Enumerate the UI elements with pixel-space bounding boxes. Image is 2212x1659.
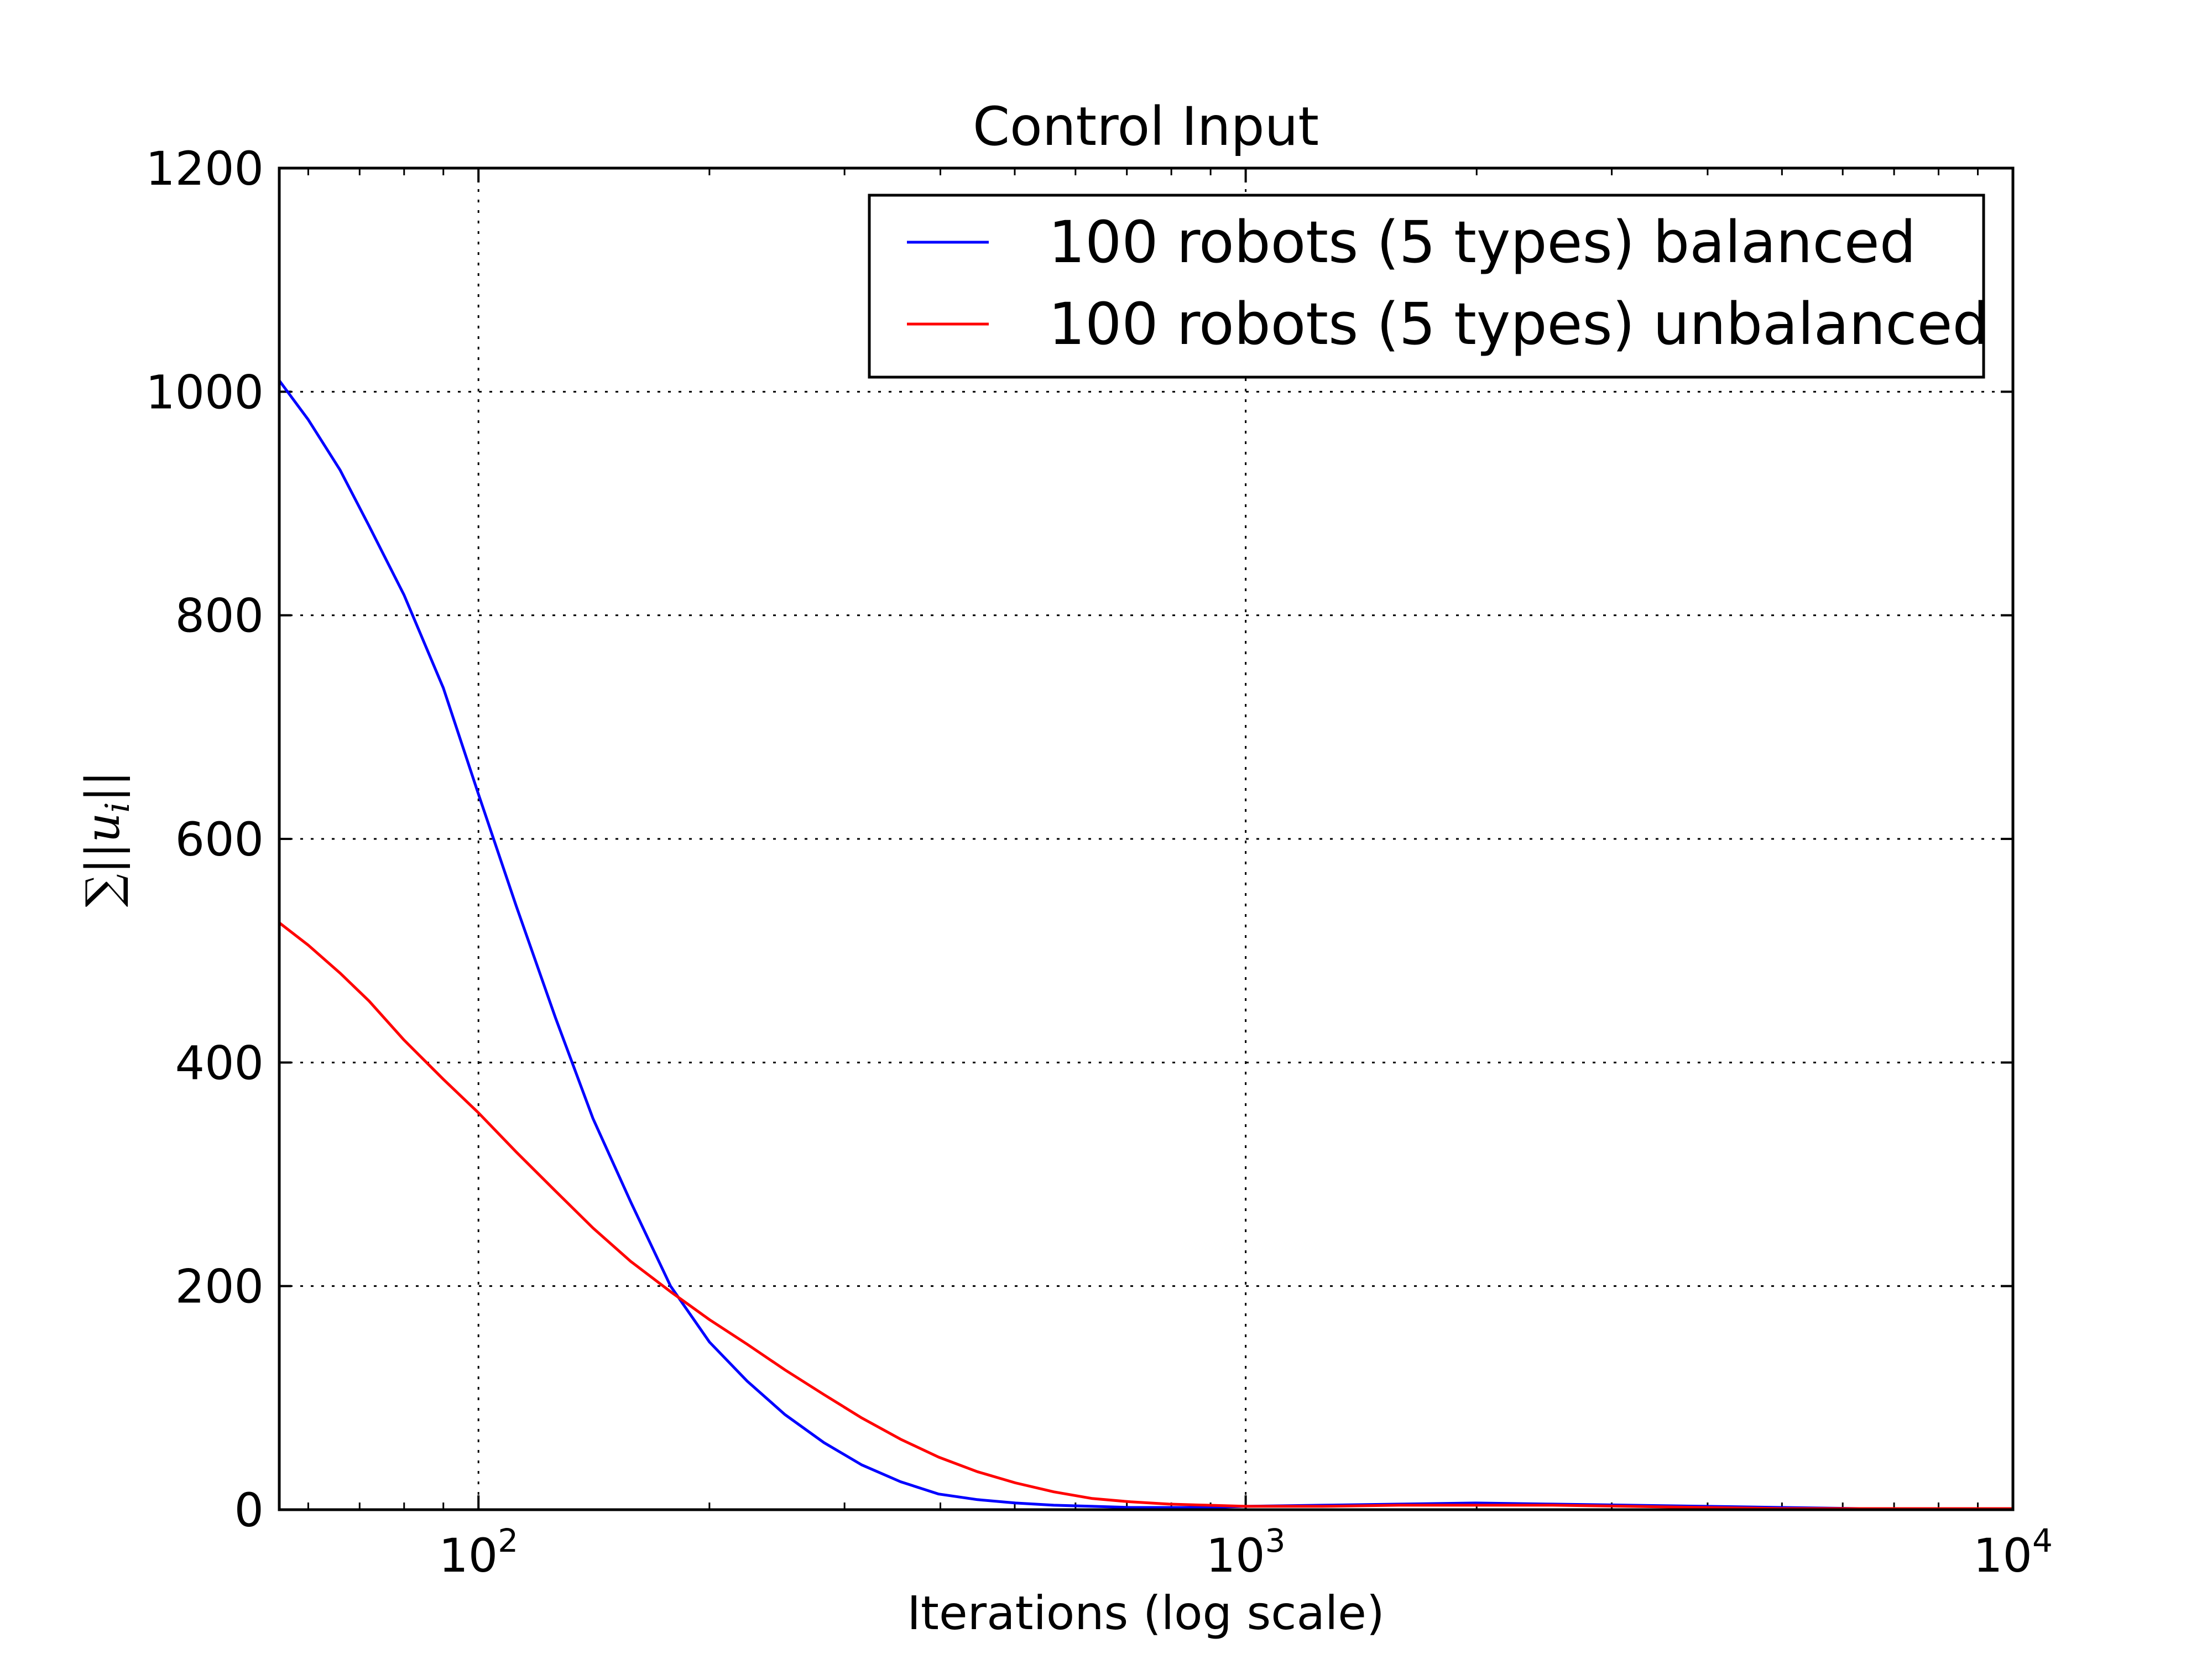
y-axis-label-text: ∑||ui|| (76, 771, 137, 907)
series-group (279, 379, 2013, 1510)
x-axis-label: Iterations (log scale) (907, 1586, 1385, 1640)
legend: 100 robots (5 types) balanced 100 robots… (868, 194, 1989, 379)
y-tick-label: 200 (175, 1260, 264, 1314)
chart-title: Control Input (973, 96, 1319, 158)
legend-box (868, 194, 1985, 379)
y-axis-label: ∑||ui|| (76, 771, 137, 907)
legend-label-balanced: 100 robots (5 types) balanced (1048, 208, 1916, 276)
x-tick-labels: 102 103 104 (439, 1522, 2053, 1583)
series-line-1 (279, 921, 2013, 1510)
y-tick-label: 400 (175, 1036, 264, 1090)
x-tick-label: 104 (1973, 1522, 2053, 1583)
x-tick-label: 103 (1206, 1522, 1286, 1583)
plot-frame (278, 166, 2015, 1511)
y-tick-labels: 0 200 400 600 800 1000 1200 (145, 142, 264, 1537)
x-tick-label: 102 (439, 1522, 518, 1583)
y-tick-label: 600 (175, 812, 264, 867)
plot-area (279, 168, 2013, 1510)
y-tick-label: 1000 (145, 365, 264, 419)
legend-label-unbalanced: 100 robots (5 types) unbalanced (1048, 290, 1989, 358)
y-tick-label: 0 (234, 1483, 264, 1537)
y-tick-label: 800 (175, 589, 264, 643)
y-tick-label: 1200 (145, 142, 264, 196)
